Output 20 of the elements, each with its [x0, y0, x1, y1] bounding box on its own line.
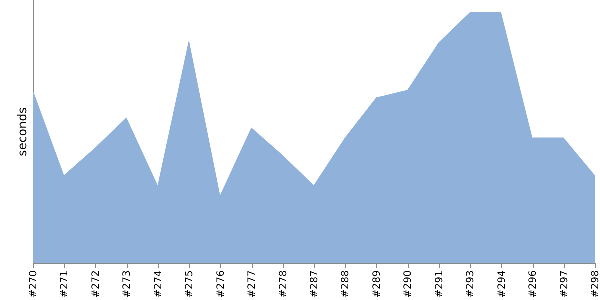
x-tick-label: #273 [122, 270, 134, 298]
x-tick-label: #293 [466, 270, 477, 298]
y-axis-title: seconds [16, 107, 30, 157]
x-tick-label: #291 [434, 270, 446, 298]
x-tick-label: #278 [278, 270, 290, 298]
x-tick-label: #274 [153, 270, 164, 298]
x-tick-label: #276 [216, 270, 227, 298]
x-tick-label: #289 [372, 270, 383, 298]
x-tick-label: #290 [403, 270, 414, 298]
x-tick-label: #271 [60, 270, 71, 298]
x-tick-label: #275 [184, 270, 196, 298]
x-tick-label: #296 [528, 270, 540, 298]
x-tick-label: #288 [340, 270, 352, 298]
x-tick-label: #270 [28, 270, 40, 298]
x-tick-label: #294 [496, 270, 508, 298]
x-tick-label: #287 [310, 270, 320, 298]
x-tick-label: #297 [559, 270, 570, 298]
x-tick-label: #298 [590, 270, 600, 298]
x-tick-label: #272 [90, 270, 102, 298]
x-tick-label: #277 [247, 270, 258, 298]
